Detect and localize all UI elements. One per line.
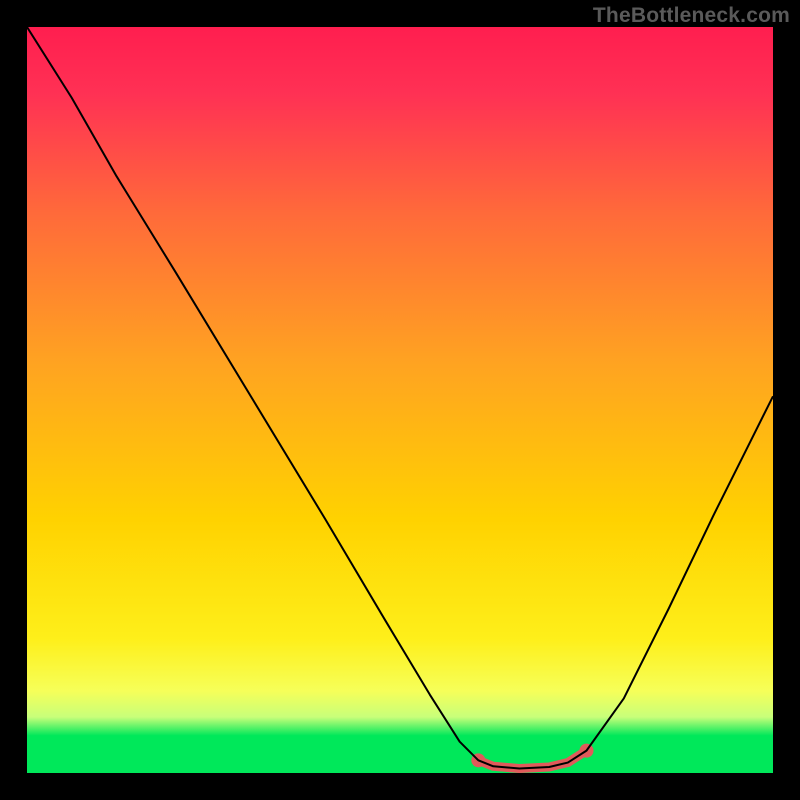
bottleneck-plot <box>27 27 773 773</box>
watermark-text: TheBottleneck.com <box>593 4 790 28</box>
chart-frame: TheBottleneck.com <box>0 0 800 800</box>
plot-background <box>27 27 773 773</box>
